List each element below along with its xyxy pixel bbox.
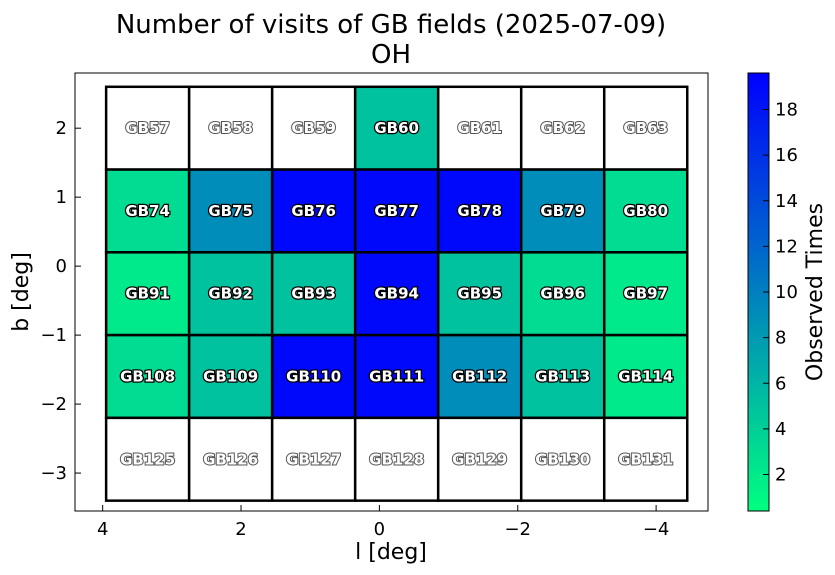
field-label: GB93 xyxy=(291,285,336,303)
field-label: GB78 xyxy=(457,202,502,220)
field-label: GB75 xyxy=(208,202,253,220)
field-label: GB131 xyxy=(618,450,673,468)
field-label: GB91 xyxy=(125,285,170,303)
field-label: GB95 xyxy=(457,285,502,303)
field-cell xyxy=(519,333,606,420)
x-tick-label: −2 xyxy=(504,519,531,540)
field-cell xyxy=(104,416,191,502)
field-cell xyxy=(104,168,191,254)
field-label: GB109 xyxy=(203,367,258,385)
field-label: GB76 xyxy=(291,202,336,220)
field-label: GB110 xyxy=(286,367,341,385)
field-label: GB60 xyxy=(374,119,419,137)
y-tick-label: −1 xyxy=(40,325,67,346)
y-tick-label: 0 xyxy=(56,256,67,277)
field-label: GB111 xyxy=(369,367,424,385)
x-tick-label: 2 xyxy=(235,519,246,540)
axis-ticks: 4 2 0 −2 −4 2 1 0 −1 −2 −3 xyxy=(40,118,669,540)
x-tick-label: −4 xyxy=(643,519,670,540)
field-label: GB127 xyxy=(286,450,341,468)
field-label: GB57 xyxy=(125,119,170,137)
colorbar-tick-label: 10 xyxy=(775,282,798,303)
field-cell xyxy=(187,251,274,337)
field-label: GB79 xyxy=(540,202,585,220)
field-label: GB59 xyxy=(291,119,336,137)
field-cell xyxy=(270,251,357,337)
field-label: GB108 xyxy=(120,367,175,385)
field-cell xyxy=(270,416,357,502)
field-cell xyxy=(602,416,689,502)
y-tick-label: −2 xyxy=(40,394,67,415)
chart-subtitle: OH xyxy=(371,40,411,70)
x-tick-label: 4 xyxy=(97,519,108,540)
field-cells: GB57 GB58 GB59 GB60 GB61 GB62 GB63 GB74 GB75 GB76… xyxy=(104,85,689,502)
y-tick-label: 1 xyxy=(56,187,67,208)
y-tick-label: −3 xyxy=(40,463,67,484)
x-tick-label: 0 xyxy=(374,519,385,540)
field-cell xyxy=(519,85,606,171)
field-label: GB126 xyxy=(203,450,258,468)
field-label: GB96 xyxy=(540,285,585,303)
field-cell xyxy=(187,333,274,420)
field-label: GB125 xyxy=(120,450,175,468)
field-cell xyxy=(602,168,689,254)
chart-title: Number of visits of GB fields (2025-07-0… xyxy=(116,10,666,40)
field-label: GB114 xyxy=(618,367,673,385)
colorbar-ticks: 2 4 6 8 10 12 14 16 18 xyxy=(763,100,798,486)
field-label: GB63 xyxy=(623,119,668,137)
colorbar-tick-label: 2 xyxy=(775,465,786,486)
colorbar-tick-label: 18 xyxy=(775,100,798,121)
field-cell xyxy=(436,251,523,337)
field-label: GB128 xyxy=(369,450,424,468)
field-label: GB61 xyxy=(457,119,502,137)
field-label: GB62 xyxy=(540,119,585,137)
field-label: GB113 xyxy=(535,367,590,385)
y-tick-label: 2 xyxy=(56,118,67,139)
field-cell xyxy=(519,251,606,337)
plot-frame xyxy=(74,72,709,512)
field-cell xyxy=(187,85,274,171)
field-label: GB130 xyxy=(535,450,590,468)
field-cell xyxy=(104,85,191,171)
field-label: GB97 xyxy=(623,285,668,303)
field-cell xyxy=(104,333,191,420)
colorbar-tick-label: 14 xyxy=(775,191,798,212)
colorbar-label: Observed Times xyxy=(803,203,828,381)
field-label: GB92 xyxy=(208,285,253,303)
colorbar-tick-label: 4 xyxy=(775,419,786,440)
field-label: GB77 xyxy=(374,202,419,220)
colorbar-tick-label: 12 xyxy=(775,236,798,257)
x-axis-label: l [deg] xyxy=(355,540,427,565)
field-label: GB58 xyxy=(208,119,253,137)
field-label: GB112 xyxy=(452,367,507,385)
field-label: GB94 xyxy=(374,285,419,303)
y-axis-label: b [deg] xyxy=(9,252,34,332)
field-label: GB129 xyxy=(452,450,507,468)
colorbar-tick-label: 8 xyxy=(775,328,786,349)
field-label: GB74 xyxy=(125,202,170,220)
field-cell xyxy=(436,168,523,254)
field-cell xyxy=(602,251,689,337)
colorbar-tick-label: 6 xyxy=(775,373,786,394)
colorbar-tick-label: 16 xyxy=(775,145,798,166)
field-cell xyxy=(519,416,606,502)
field-label: GB80 xyxy=(623,202,668,220)
field-cell xyxy=(270,168,357,254)
